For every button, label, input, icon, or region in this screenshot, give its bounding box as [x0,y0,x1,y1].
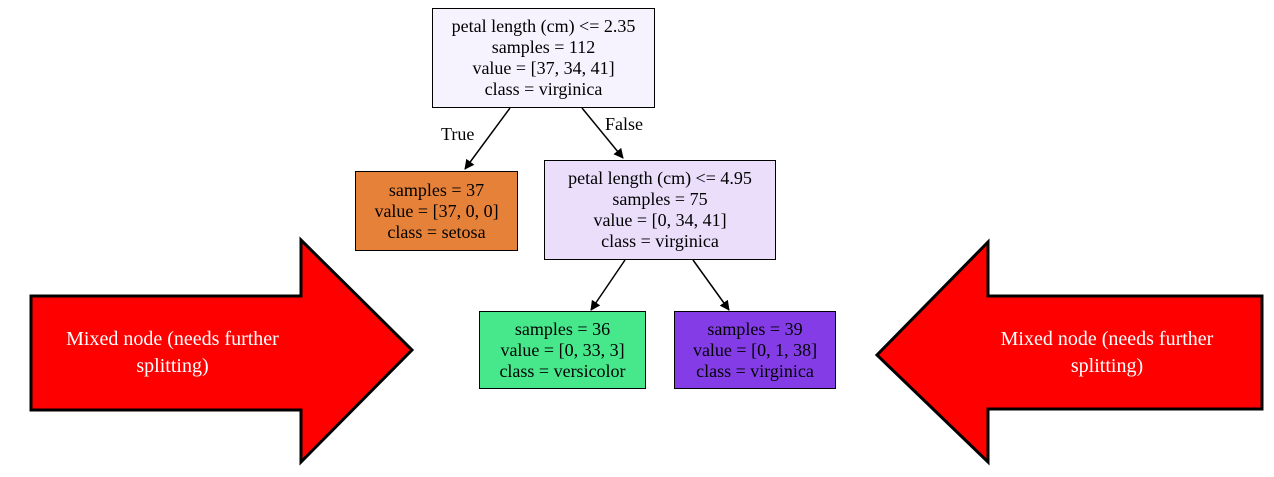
virginica-samples: samples = 39 [707,318,803,339]
split-value: value = [0, 34, 41] [593,210,727,230]
virginica-value: value = [0, 1, 38] [692,339,818,360]
edge-split-to-virginica [692,259,730,311]
setosa-value: value = [37, 0, 0] [374,200,499,221]
edge-root-to-split [581,107,624,159]
versicolor-samples: samples = 36 [514,318,611,339]
virginica-class: class = virginica [696,360,814,381]
versicolor-class: class = versicolor [499,360,626,381]
left-callout-line1: Mixed node (needs further [66,328,279,350]
versicolor-leaf-node: samples = 36 value = [0, 33, 3] class = … [479,311,646,389]
edge-split-to-versicolor [590,259,626,311]
root-class: class = virginica [484,79,603,99]
edge-root-to-setosa [464,107,511,170]
root-condition: petal length (cm) <= 2.35 [451,16,636,36]
false-edge-label: False [605,114,643,134]
virginica-leaf-node: samples = 39 value = [0, 1, 38] class = … [674,311,836,389]
root-node: petal length (cm) <= 2.35 samples = 112 … [432,8,655,108]
split-class: class = virginica [601,231,719,251]
split-condition: petal length (cm) <= 4.95 [568,168,752,188]
right-callout-text: Mixed node (needs further splitting) [962,326,1252,380]
setosa-class: class = setosa [387,221,486,242]
versicolor-value: value = [0, 33, 3] [500,339,625,360]
left-callout-text: Mixed node (needs further splitting) [40,326,305,380]
right-callout-line2: splitting) [1070,355,1144,377]
split-samples: samples = 75 [612,189,708,209]
true-edge-label: True [441,124,475,144]
right-callout-line1: Mixed node (needs further [1000,328,1214,350]
left-callout-line2: splitting) [136,355,209,377]
setosa-leaf-node: samples = 37 value = [37, 0, 0] class = … [355,171,518,251]
root-samples: samples = 112 [491,37,596,57]
setosa-samples: samples = 37 [388,179,485,200]
right-callout-arrow [874,238,1264,466]
split-node: petal length (cm) <= 4.95 samples = 75 v… [544,160,776,260]
left-callout-arrow [29,236,415,466]
root-value: value = [37, 34, 41] [472,58,615,78]
